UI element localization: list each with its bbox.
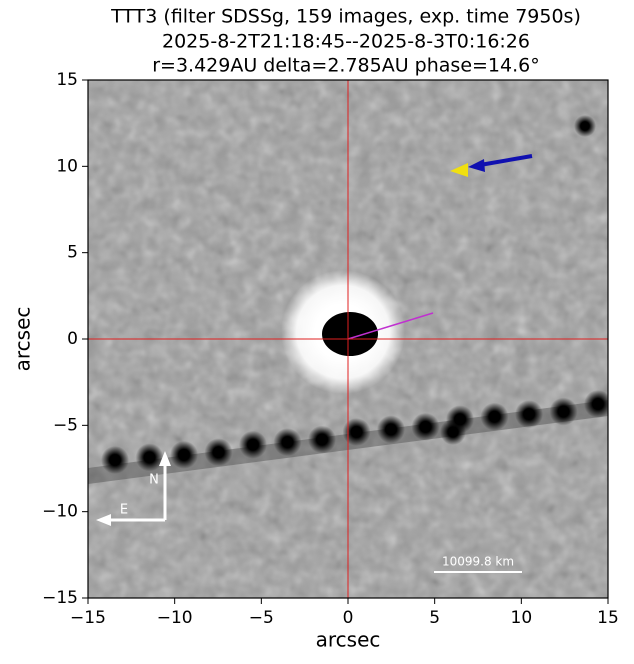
star-blob xyxy=(377,415,405,444)
y-tick-label: 5 xyxy=(67,243,78,263)
star-blob xyxy=(308,425,336,454)
scale-bar-label: 10099.8 km xyxy=(442,555,514,569)
x-axis-label: arcsec xyxy=(316,628,381,652)
x-tick-label: −15 xyxy=(70,608,106,628)
y-tick-label: 0 xyxy=(67,329,78,349)
star-blob xyxy=(411,412,440,441)
star-blob xyxy=(549,397,578,426)
star-blob xyxy=(480,402,509,431)
x-tick-label: 5 xyxy=(429,608,440,628)
north-label: N xyxy=(149,473,159,488)
y-axis-label: arcsec xyxy=(11,307,35,372)
star-blob xyxy=(101,446,129,474)
chart-title: r=3.429AU delta=2.785AU phase=14.6° xyxy=(152,55,540,77)
x-tick-label: −10 xyxy=(157,608,193,628)
x-tick-label: 15 xyxy=(597,608,619,628)
star-blob xyxy=(170,440,198,469)
star-blob xyxy=(135,443,164,472)
east-label: E xyxy=(120,503,128,518)
y-tick-label: −10 xyxy=(42,502,78,522)
chart-title: TTT3 (filter SDSSg, 159 images, exp. tim… xyxy=(110,6,581,28)
image xyxy=(88,80,608,598)
x-tick-label: −5 xyxy=(249,608,274,628)
y-tick-label: 15 xyxy=(56,70,78,90)
x-tick-label: 10 xyxy=(511,608,533,628)
y-tick-label: 10 xyxy=(56,156,78,176)
star-blob xyxy=(273,428,302,457)
x-tick-label: 0 xyxy=(343,608,354,628)
y-tick-label: −15 xyxy=(42,588,78,608)
chart-title: 2025-8-2T21:18:45--2025-8-3T0:16:26 xyxy=(162,31,530,53)
star-blob xyxy=(342,418,371,447)
star-blob xyxy=(239,430,267,459)
star-blob xyxy=(584,390,608,419)
star-blob xyxy=(204,438,233,467)
star-blob xyxy=(515,400,543,429)
y-tick-label: −5 xyxy=(53,415,78,435)
star-blob xyxy=(440,419,466,445)
